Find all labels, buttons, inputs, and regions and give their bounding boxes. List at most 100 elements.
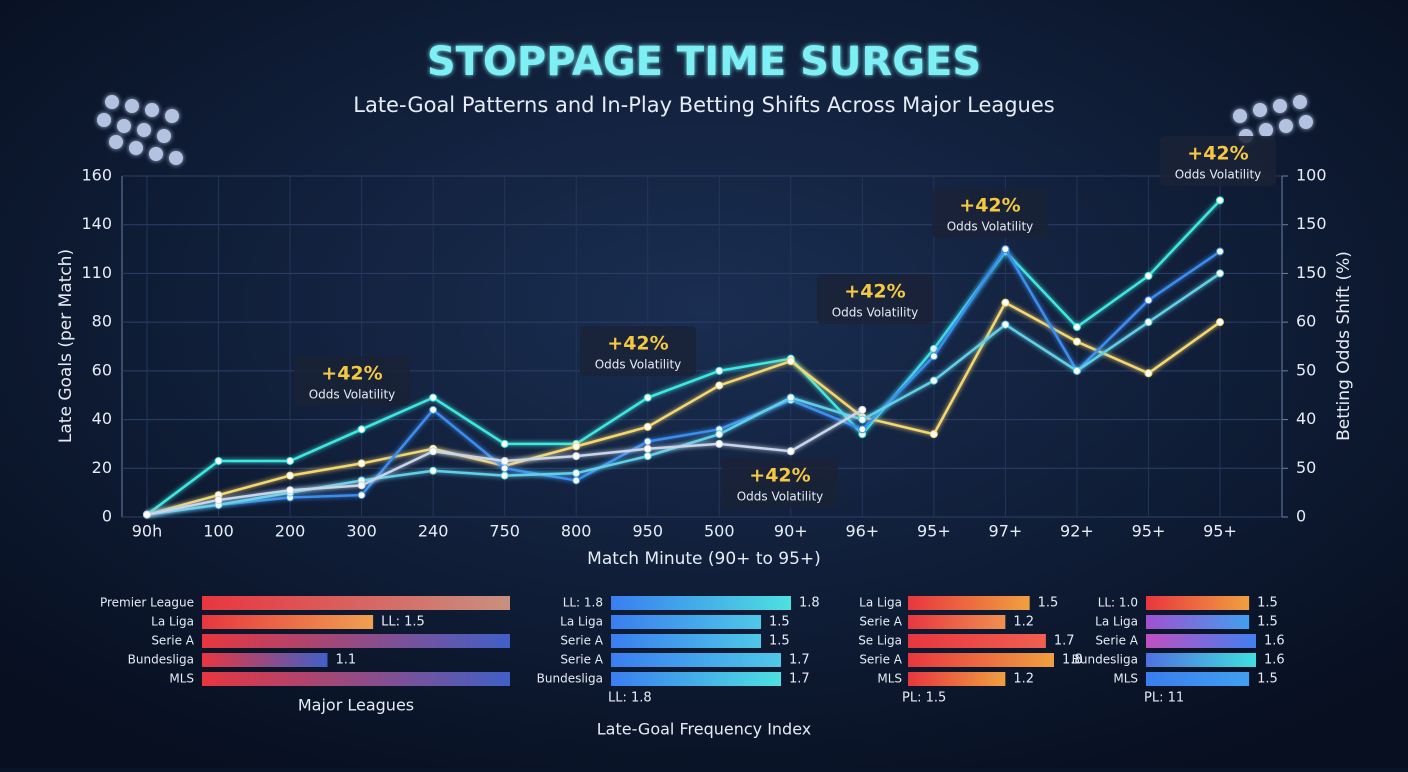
y2-tick-label: 50 (1296, 360, 1316, 379)
point (500, 471, 509, 480)
bar-label: Serie A (859, 615, 902, 629)
y-tick-label: 0 (102, 507, 112, 526)
point (643, 422, 652, 431)
value-label: 1.7 (789, 653, 810, 668)
point (929, 352, 938, 361)
x-tick-label: 95+ (1203, 522, 1237, 541)
point (715, 381, 724, 390)
point (643, 393, 652, 402)
bar (202, 615, 374, 629)
y2-tick-label: 150 (1296, 263, 1327, 282)
x-axis-label: Match Minute (90+ to 95+) (587, 549, 821, 569)
point (500, 439, 509, 448)
x-tick-label: 95+ (1132, 522, 1166, 541)
x-tick-label: 90h (132, 522, 163, 541)
point (286, 456, 295, 465)
bar (908, 596, 1030, 610)
point (929, 376, 938, 385)
bar-label: La Liga (560, 615, 603, 629)
annotation-box (294, 356, 410, 406)
bar (1146, 634, 1256, 648)
bar (202, 672, 510, 686)
bar-label: MLS (1113, 672, 1138, 686)
point (572, 452, 581, 461)
y2-tick-label: 0 (1296, 507, 1306, 526)
annotation-value: +42% (959, 195, 1020, 217)
value-label: LL: 1.5 (381, 615, 425, 630)
bar-label: LL: 1.8 (563, 596, 603, 610)
value-label: 1.7 (789, 672, 810, 687)
y-axis-label: Late Goals (per Match) (56, 249, 76, 443)
value-label: 1.8 (1062, 653, 1083, 668)
annotation-box (722, 458, 838, 508)
panel-note: LL: 1.8 (608, 691, 652, 706)
bar (1146, 672, 1250, 686)
y-tick-label: 160 (81, 166, 112, 185)
point (357, 459, 366, 468)
annotation-note: Odds Volatility (1175, 168, 1262, 182)
point (286, 471, 295, 480)
point (1144, 318, 1153, 327)
point (858, 415, 867, 424)
value-label: 1.1 (335, 653, 356, 668)
x-tick-label: 950 (632, 522, 663, 541)
point (500, 464, 509, 473)
y2-tick-label: 40 (1296, 409, 1316, 428)
bar (611, 615, 761, 629)
bar (1146, 615, 1250, 629)
point (1072, 366, 1081, 375)
value-label: 1.5 (769, 634, 790, 649)
bar (908, 634, 1046, 648)
point (1144, 271, 1153, 280)
value-label: 1.5 (1038, 596, 1059, 611)
point (214, 456, 223, 465)
y2-tick-label: 60 (1296, 312, 1316, 331)
annotation-box (932, 188, 1048, 238)
point (1001, 298, 1010, 307)
point (786, 447, 795, 456)
point (858, 425, 867, 434)
bar (908, 672, 1006, 686)
panel-note: PL: 11 (1144, 691, 1184, 706)
bar-label: Serie A (560, 634, 603, 648)
y-tick-label: 140 (81, 214, 112, 233)
point (357, 425, 366, 434)
series-line (146, 199, 1221, 516)
x-tick-label: 100 (203, 522, 234, 541)
annotation-note: Odds Volatility (309, 388, 396, 402)
bar (611, 653, 781, 667)
point (1072, 337, 1081, 346)
point (500, 456, 509, 465)
bar (611, 672, 781, 686)
x-tick-label: 96+ (845, 522, 879, 541)
point (786, 357, 795, 366)
bar (611, 596, 791, 610)
value-label: 1.5 (1257, 596, 1278, 611)
point (429, 466, 438, 475)
annotation-value: +42% (1187, 143, 1248, 165)
footer: Late-Goal Frequency Index (597, 720, 812, 739)
series-line (146, 300, 1221, 516)
bar-label: LL: 1.0 (1098, 596, 1138, 610)
value-label: 1.2 (1013, 672, 1034, 687)
point (858, 405, 867, 414)
point (1216, 196, 1224, 205)
bar-label: Bundesliga (537, 672, 603, 686)
point (429, 393, 438, 402)
point (1216, 247, 1224, 256)
bar-label: Serie A (151, 634, 194, 648)
x-tick-label: 92+ (1060, 522, 1094, 541)
point (1144, 296, 1153, 305)
value-label: 1.6 (1264, 653, 1285, 668)
y2-axis-label: Betting Odds Shift (%) (1334, 251, 1354, 441)
bar-label: Se Liga (858, 634, 902, 648)
point (429, 447, 438, 456)
annotation-box (1160, 136, 1276, 186)
bar-label: Serie A (560, 653, 603, 667)
x-tick-label: 90+ (774, 522, 808, 541)
bar-label: Serie A (859, 653, 902, 667)
x-tick-label: 95+ (917, 522, 951, 541)
panel-note: PL: 1.5 (902, 691, 946, 706)
point (715, 366, 724, 375)
